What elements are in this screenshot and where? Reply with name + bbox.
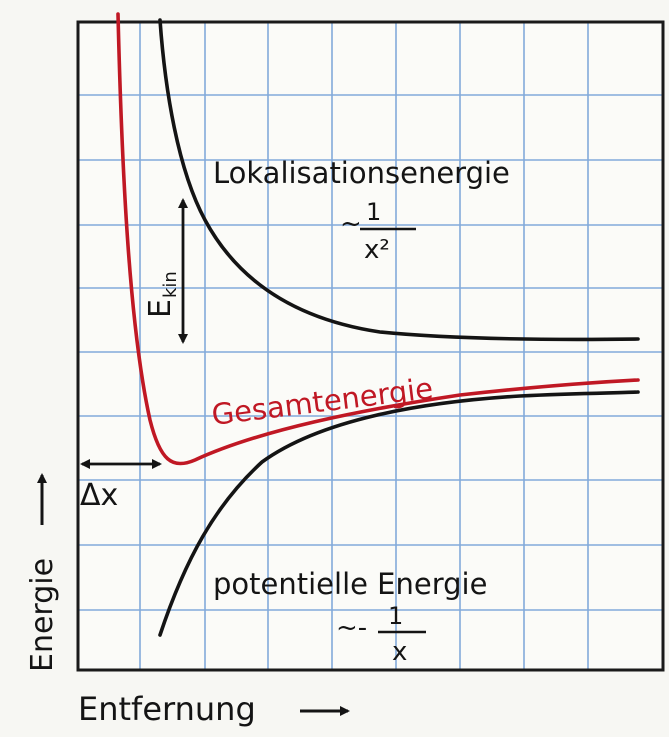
plot-frame (76, 20, 665, 672)
total-energy-curve (116, 12, 640, 466)
kinetic-energy-subscript: kin (160, 271, 181, 298)
x-axis-label: Entfernung (78, 690, 256, 728)
localization-energy-curve (158, 18, 640, 342)
potential-energy-label: potentielle Energie (213, 567, 487, 601)
potential-numerator: 1 (388, 602, 403, 630)
y-axis-label: Energie (25, 558, 60, 672)
localization-prop-sign: ~ (340, 209, 362, 239)
kinetic-energy-symbol: E (143, 299, 178, 318)
potential-energy-curve (158, 390, 640, 637)
localization-energy-label: Lokalisationsenergie (213, 156, 510, 190)
y-axis-title: Energie (25, 558, 60, 672)
localization-numerator: 1 (366, 198, 381, 226)
grid (78, 22, 663, 670)
potential-denominator: x (392, 637, 407, 667)
delta-x-label: Δx (80, 478, 118, 513)
localization-denominator: x² (364, 235, 390, 265)
kinetic-energy-label: E kin (143, 271, 181, 318)
potential-prop-sign: ~- (336, 613, 367, 643)
